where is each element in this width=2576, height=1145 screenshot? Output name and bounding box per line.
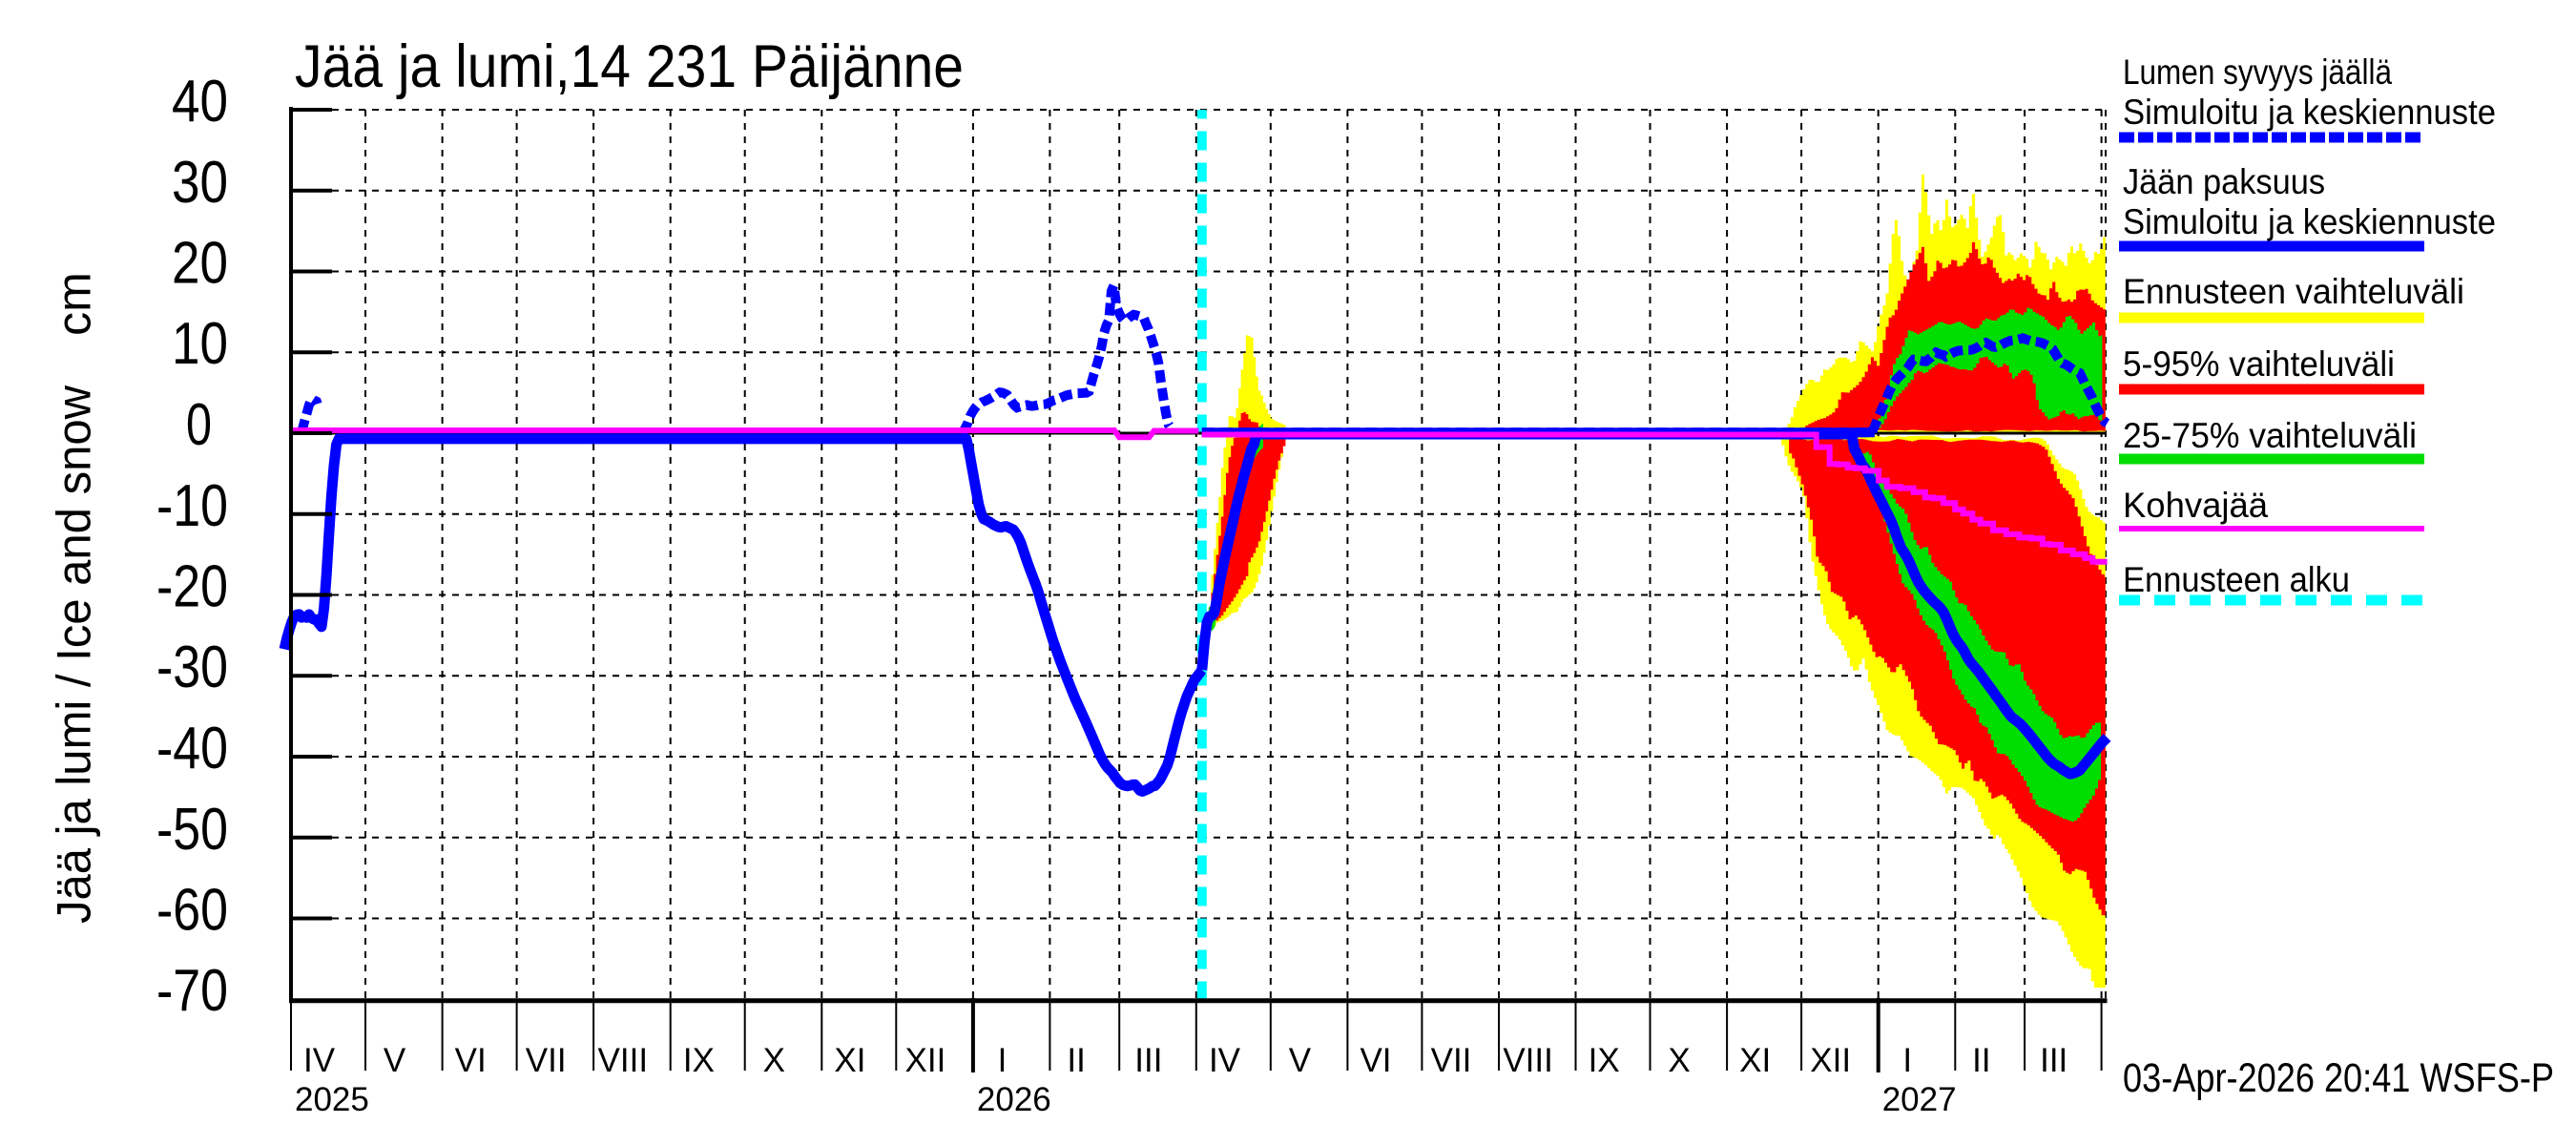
svg-text:VII: VII [1431,1042,1472,1079]
svg-text:40: 40 [172,69,228,135]
svg-text:II: II [1972,1042,1990,1079]
svg-text:-10: -10 [156,473,228,539]
svg-text:I: I [1902,1042,1912,1079]
svg-text:IV: IV [303,1042,336,1079]
svg-text:2025: 2025 [295,1081,369,1118]
svg-text:Ennusteen vaihteluväli: Ennusteen vaihteluväli [2123,272,2464,311]
svg-text:III: III [1134,1042,1162,1079]
svg-text:XI: XI [834,1042,865,1079]
svg-text:-70: -70 [156,958,228,1024]
svg-text:10: 10 [172,311,228,377]
svg-text:III: III [2040,1042,2067,1079]
svg-text:2026: 2026 [977,1081,1051,1118]
svg-text:XII: XII [905,1042,946,1079]
svg-text:V: V [1289,1042,1312,1079]
svg-text:25-75% vaihteluväli: 25-75% vaihteluväli [2123,416,2417,455]
svg-text:20: 20 [172,231,228,297]
svg-text:-60: -60 [156,878,228,944]
svg-text:Simuloitu ja keskiennuste: Simuloitu ja keskiennuste [2123,93,2496,132]
svg-text:VI: VI [1360,1042,1391,1079]
svg-text:X: X [763,1042,785,1079]
svg-text:-40: -40 [156,716,228,781]
svg-text:IV: IV [1209,1042,1241,1079]
svg-text:0: 0 [186,392,212,458]
svg-text:-30: -30 [156,635,228,700]
svg-text:-50: -50 [156,797,228,863]
svg-text:5-95% vaihteluväli: 5-95% vaihteluväli [2123,344,2395,384]
svg-text:VI: VI [455,1042,487,1079]
svg-text:X: X [1668,1042,1690,1079]
svg-text:Ennusteen alku: Ennusteen alku [2123,560,2350,599]
svg-text:30: 30 [172,150,228,216]
svg-text:XII: XII [1810,1042,1851,1079]
svg-text:IX: IX [683,1042,715,1079]
svg-text:VIII: VIII [1503,1042,1553,1079]
svg-text:Kohvajää: Kohvajää [2123,486,2268,525]
svg-text:IX: IX [1589,1042,1620,1079]
svg-text:Jää ja lumi,14 231 Päijänne: Jää ja lumi,14 231 Päijänne [295,33,964,100]
svg-text:Jään paksuus: Jään paksuus [2123,162,2325,201]
svg-text:XI: XI [1739,1042,1771,1079]
svg-text:Simuloitu ja keskiennuste: Simuloitu ja keskiennuste [2123,202,2496,241]
svg-text:VIII: VIII [598,1042,649,1079]
svg-text:2027: 2027 [1882,1081,1957,1118]
svg-text:Lumen syvyys jäällä: Lumen syvyys jäällä [2123,52,2392,92]
svg-text:V: V [384,1042,406,1079]
svg-text:I: I [998,1042,1008,1079]
svg-text:cm: cm [48,272,101,336]
svg-text:-20: -20 [156,554,228,620]
svg-text:03-Apr-2026 20:41 WSFS-P: 03-Apr-2026 20:41 WSFS-P [2123,1055,2554,1101]
svg-text:VII: VII [526,1042,567,1079]
svg-text:II: II [1067,1042,1085,1079]
svg-text:Jää ja lumi / Ice and snow: Jää ja lumi / Ice and snow [48,385,101,924]
